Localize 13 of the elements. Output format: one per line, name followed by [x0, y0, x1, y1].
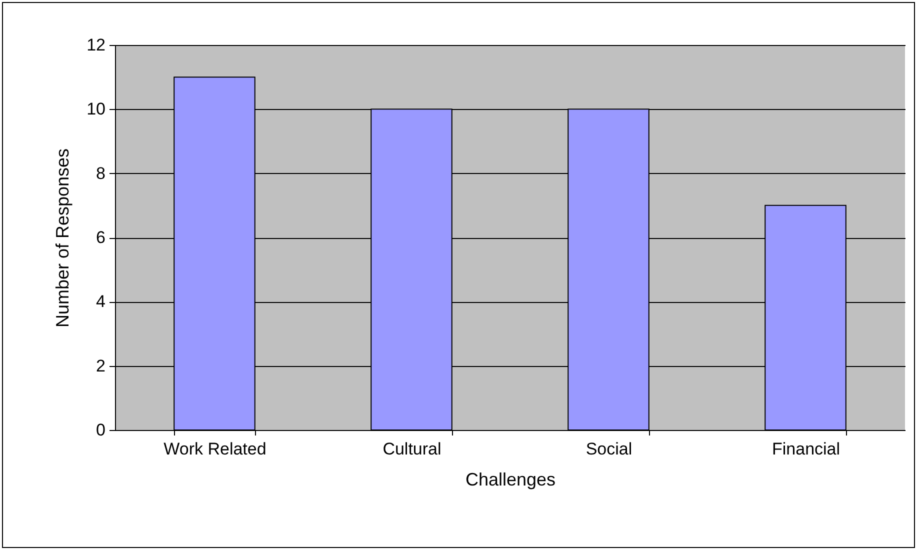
y-tick-label: 2: [96, 356, 106, 376]
y-tick-label: 6: [96, 228, 106, 247]
y-tick-label: 10: [86, 100, 106, 119]
x-tick-label: Work Related: [164, 440, 266, 458]
y-tick-label: 4: [96, 292, 106, 312]
x-tick-label: Cultural: [382, 440, 442, 458]
x-axis-title: Challenges: [465, 470, 556, 490]
y-tick-label: 12: [86, 36, 106, 54]
x-tick-label: Financial: [772, 440, 840, 458]
y-tick-label: 8: [96, 164, 106, 183]
x-tick-label: Social: [586, 440, 632, 458]
y-tick-label: 0: [96, 420, 106, 440]
y-axis-title: Number of Responses: [52, 148, 73, 328]
